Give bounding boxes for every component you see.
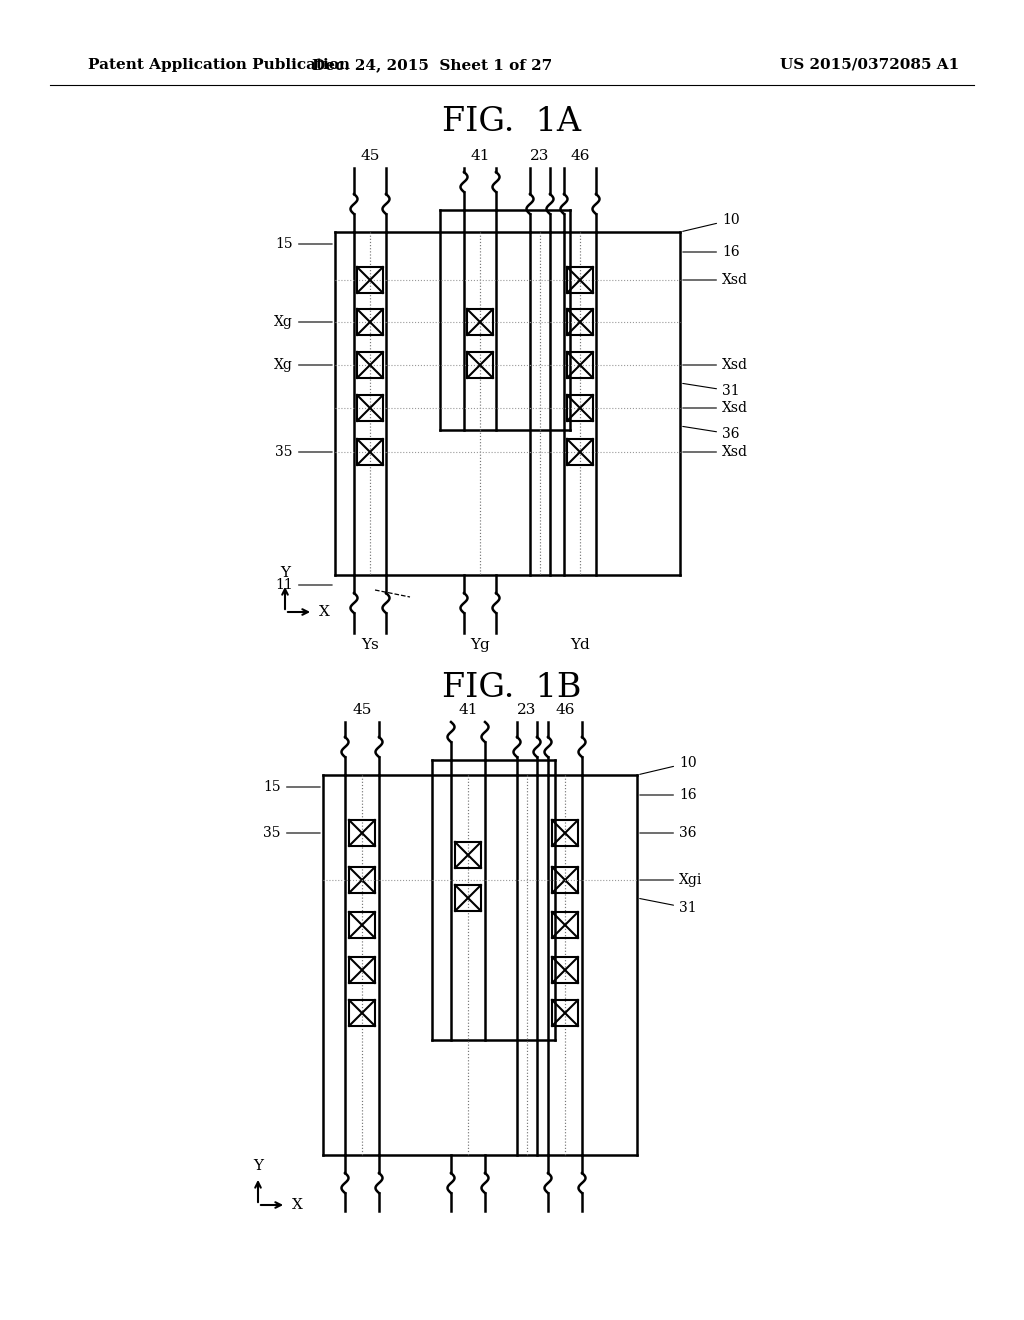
Text: 16: 16 bbox=[683, 246, 739, 259]
Text: Xsd: Xsd bbox=[683, 401, 748, 414]
Text: X: X bbox=[319, 605, 330, 619]
Text: Y: Y bbox=[253, 1159, 263, 1173]
Text: 23: 23 bbox=[517, 704, 537, 717]
Text: 15: 15 bbox=[263, 780, 321, 795]
Text: Xg: Xg bbox=[274, 315, 332, 329]
Text: 46: 46 bbox=[555, 704, 574, 717]
Text: 36: 36 bbox=[683, 426, 739, 441]
Text: Patent Application Publication: Patent Application Publication bbox=[88, 58, 350, 73]
Text: 45: 45 bbox=[352, 704, 372, 717]
Text: 35: 35 bbox=[275, 445, 332, 459]
Text: Dec. 24, 2015  Sheet 1 of 27: Dec. 24, 2015 Sheet 1 of 27 bbox=[312, 58, 552, 73]
Text: Xgi: Xgi bbox=[640, 873, 702, 887]
Text: 11: 11 bbox=[275, 578, 332, 591]
Text: Yd: Yd bbox=[570, 638, 590, 652]
Text: US 2015/0372085 A1: US 2015/0372085 A1 bbox=[780, 58, 959, 73]
Text: 10: 10 bbox=[640, 756, 696, 775]
Text: 36: 36 bbox=[640, 826, 696, 840]
Text: 16: 16 bbox=[640, 788, 696, 803]
Text: 23: 23 bbox=[530, 149, 550, 162]
Text: 35: 35 bbox=[263, 826, 321, 840]
Text: Xsd: Xsd bbox=[683, 445, 748, 459]
Text: 41: 41 bbox=[470, 149, 489, 162]
Text: Yg: Yg bbox=[470, 638, 489, 652]
Text: 41: 41 bbox=[459, 704, 478, 717]
Text: Y: Y bbox=[280, 566, 290, 579]
Text: Xsd: Xsd bbox=[683, 358, 748, 372]
Text: Xg: Xg bbox=[274, 358, 332, 372]
Text: 31: 31 bbox=[640, 899, 696, 915]
Text: 45: 45 bbox=[360, 149, 380, 162]
Text: FIG.  1A: FIG. 1A bbox=[442, 106, 582, 139]
Text: 10: 10 bbox=[683, 213, 739, 231]
Text: X: X bbox=[292, 1199, 303, 1212]
Text: Xsd: Xsd bbox=[683, 273, 748, 286]
Text: 15: 15 bbox=[275, 238, 332, 251]
Text: Ys: Ys bbox=[361, 638, 379, 652]
Text: 46: 46 bbox=[570, 149, 590, 162]
Text: FIG.  1B: FIG. 1B bbox=[442, 672, 582, 704]
Text: 31: 31 bbox=[683, 383, 739, 399]
